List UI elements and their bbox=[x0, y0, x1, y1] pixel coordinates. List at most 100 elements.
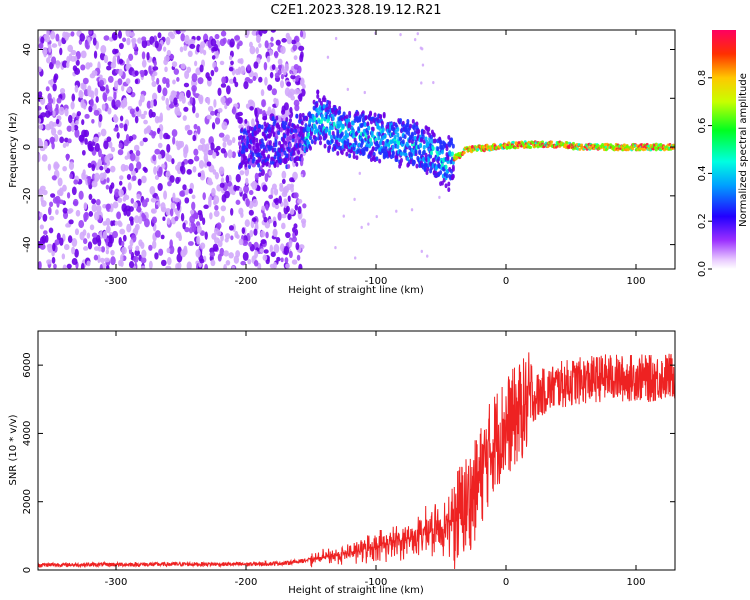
spectrogram-dot bbox=[249, 45, 256, 55]
spectrogram-dot bbox=[371, 126, 375, 132]
spectrogram-dot bbox=[300, 156, 304, 162]
spectrogram-dot bbox=[451, 173, 455, 179]
spectrogram-dot bbox=[277, 64, 282, 70]
spectrogram-dot bbox=[369, 141, 373, 147]
spectrogram-dot bbox=[285, 231, 291, 239]
spectrogram-dot bbox=[308, 117, 312, 123]
spectrogram-dot bbox=[137, 178, 142, 186]
spectrogram-dot bbox=[211, 233, 217, 240]
spectrogram-dot bbox=[288, 250, 293, 259]
spectrogram-dot bbox=[414, 139, 418, 145]
spectrogram-dot bbox=[131, 38, 136, 48]
spectrogram-dot bbox=[239, 187, 243, 193]
spectrogram-dot bbox=[186, 169, 192, 175]
spectrogram-dot bbox=[240, 65, 246, 75]
spectrogram-dot bbox=[258, 172, 262, 178]
spectrogram-dot bbox=[99, 257, 105, 263]
spectrogram-dot bbox=[379, 114, 383, 120]
spectrogram-dot bbox=[287, 164, 291, 169]
spectrogram-dot bbox=[440, 180, 444, 186]
spectrogram-dot bbox=[66, 192, 71, 199]
spectrogram-dot bbox=[197, 210, 203, 216]
spectrogram-dots bbox=[38, 30, 675, 269]
spectrogram-dot bbox=[159, 130, 163, 140]
spectrogram-dot bbox=[422, 129, 426, 135]
spectrogram-dot bbox=[288, 134, 292, 140]
spectrogram-dot bbox=[106, 136, 112, 143]
spectrogram-dot bbox=[239, 163, 243, 169]
spectrogram-dot bbox=[139, 140, 144, 147]
spectrogram-dot bbox=[446, 156, 450, 161]
spectrogram-dot bbox=[128, 135, 134, 142]
spectrogram-dot bbox=[228, 55, 233, 61]
spectrogram-dot bbox=[227, 149, 233, 159]
spectrogram-dot bbox=[111, 99, 116, 109]
spectrogram-dot bbox=[596, 144, 600, 148]
spectrogram-dot bbox=[99, 79, 105, 87]
spectrogram-dot bbox=[186, 89, 191, 99]
x-tick-label: 0 bbox=[503, 577, 509, 588]
spectrogram-dot bbox=[269, 244, 274, 253]
spectrogram-dot bbox=[141, 175, 147, 184]
spectrogram-dot bbox=[176, 253, 183, 263]
spectrogram-dot bbox=[378, 158, 382, 164]
spectrogram-dot bbox=[41, 154, 48, 162]
spectrogram-dot bbox=[242, 149, 246, 154]
spectrogram-dot bbox=[228, 66, 234, 72]
spectrogram-dot bbox=[330, 138, 334, 144]
spectrogram-dot bbox=[391, 153, 395, 159]
spectrogram-dot bbox=[276, 256, 281, 262]
y-tick-label: 0 bbox=[22, 567, 33, 573]
spectrogram-dot bbox=[130, 198, 134, 204]
spectrogram-dot bbox=[273, 229, 278, 237]
spectrogram-dot bbox=[204, 263, 209, 269]
spectrogram-dot bbox=[262, 115, 268, 121]
spectrogram-dot bbox=[169, 175, 175, 183]
spectrogram-dot bbox=[450, 151, 454, 157]
spectrogram-dot bbox=[236, 42, 240, 50]
colorbar-ticks: 0.0 0.2 0.4 0.6 0.8 bbox=[697, 70, 712, 277]
spectrogram-dot bbox=[43, 140, 48, 149]
spectrogram-dot bbox=[126, 174, 132, 181]
spectrogram-dot bbox=[88, 145, 94, 152]
spectrogram-dot bbox=[105, 203, 111, 210]
spectrogram-dot bbox=[225, 259, 231, 266]
spectrogram-dot bbox=[281, 178, 286, 185]
spectrogram-dot bbox=[251, 217, 257, 222]
spectrogram-dot bbox=[287, 213, 291, 221]
spectrogram-dot bbox=[301, 220, 306, 229]
spectrogram-dot bbox=[470, 145, 474, 149]
spectrogram-dot bbox=[160, 259, 167, 267]
spectrogram-dot bbox=[162, 216, 166, 221]
spectrogram-dot bbox=[189, 43, 196, 49]
spectrogram-dot bbox=[184, 188, 189, 196]
spectrogram-dot bbox=[220, 205, 227, 212]
spectrogram-dot bbox=[151, 80, 157, 88]
spectrogram-dot bbox=[406, 118, 410, 124]
spectrogram-dot bbox=[403, 148, 407, 154]
spectrogram-dot bbox=[214, 172, 219, 180]
spectrogram-dot bbox=[215, 145, 221, 151]
spectrogram-dot bbox=[220, 215, 225, 223]
spectrogram-dot bbox=[52, 110, 56, 117]
spectrogram-dot bbox=[221, 121, 228, 131]
spectrogram-dot bbox=[125, 78, 131, 85]
spectrogram-dot bbox=[191, 73, 198, 83]
spectrogram-dot bbox=[135, 223, 140, 231]
spectrogram-dot bbox=[80, 50, 87, 59]
spectrogram-dot bbox=[260, 138, 264, 144]
spectrogram-dot bbox=[206, 97, 211, 105]
spectrogram-dot bbox=[451, 143, 455, 149]
spectrogram-dot bbox=[141, 249, 147, 259]
spectrogram-dot bbox=[141, 39, 148, 49]
spectrogram-dot bbox=[265, 203, 269, 210]
spectrogram-dot bbox=[265, 231, 269, 239]
spectrogram-dot bbox=[192, 87, 196, 97]
spectrogram-dot bbox=[38, 139, 44, 149]
spectrogram-dot bbox=[288, 239, 293, 248]
spectrogram-dot bbox=[252, 136, 256, 142]
spectrogram-dot bbox=[225, 98, 231, 106]
spectrogram-dot bbox=[296, 254, 301, 261]
spectrogram-dot bbox=[328, 104, 332, 110]
spectrogram-dot bbox=[91, 203, 98, 213]
